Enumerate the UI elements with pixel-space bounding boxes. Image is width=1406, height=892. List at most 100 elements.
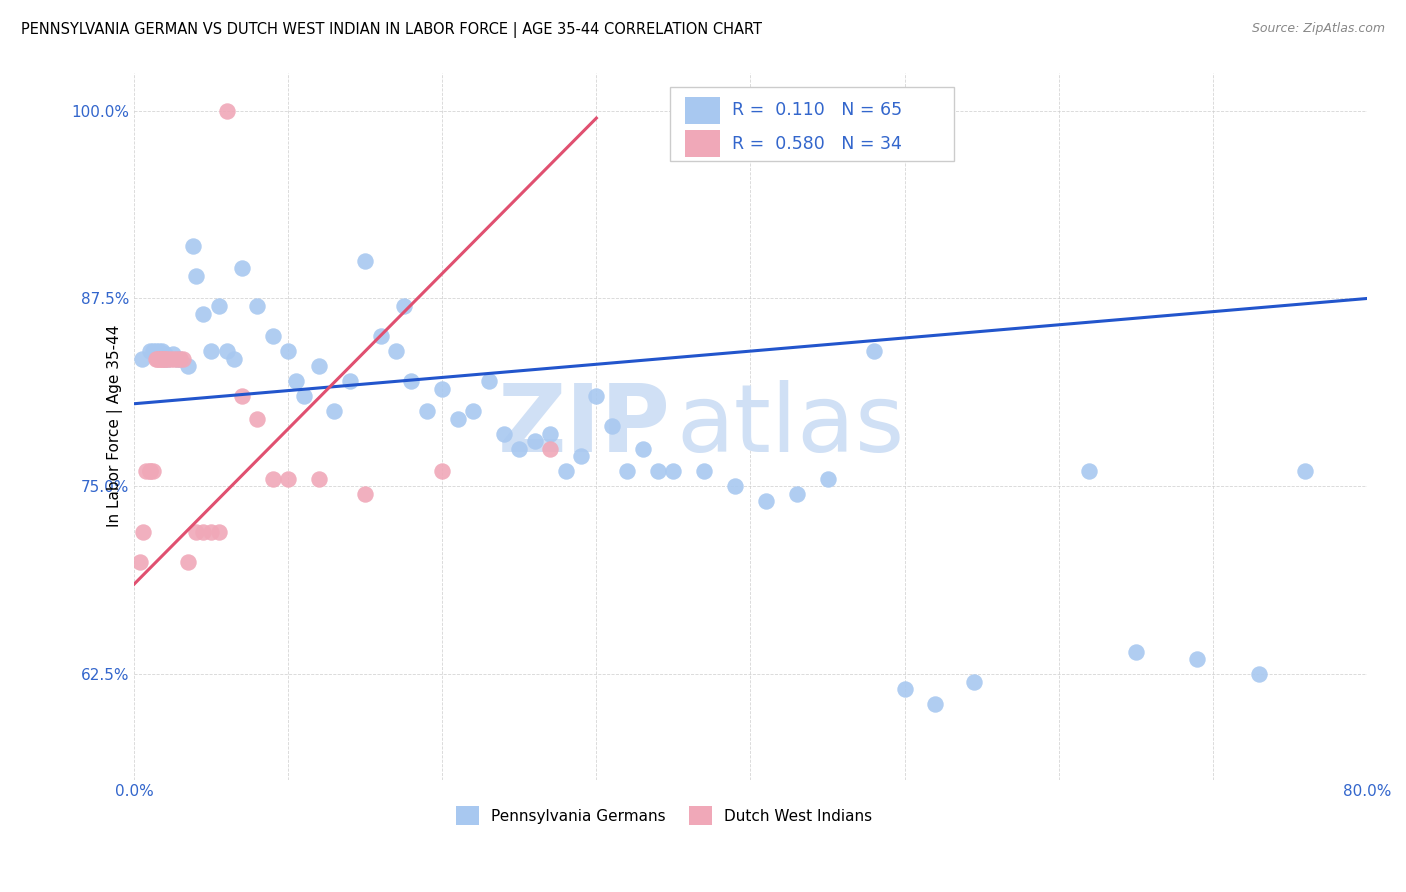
FancyBboxPatch shape	[685, 130, 720, 157]
Point	[156, 351, 179, 366]
Point	[554, 464, 576, 478]
Point	[893, 682, 915, 697]
Point	[277, 344, 299, 359]
Point	[246, 299, 269, 313]
FancyBboxPatch shape	[685, 97, 720, 124]
Point	[693, 464, 716, 478]
Point	[146, 351, 169, 366]
Point	[142, 344, 165, 359]
Point	[193, 306, 215, 320]
Point	[569, 450, 592, 464]
Point	[354, 487, 377, 501]
Point	[177, 555, 200, 569]
Point	[508, 442, 530, 456]
Point	[169, 351, 191, 366]
Legend: Pennsylvania Germans, Dutch West Indians: Pennsylvania Germans, Dutch West Indians	[456, 806, 872, 825]
Y-axis label: In Labor Force | Age 35-44: In Labor Force | Age 35-44	[107, 325, 122, 527]
Point	[924, 698, 946, 712]
Point	[817, 472, 839, 486]
Point	[647, 464, 669, 478]
Point	[1125, 645, 1147, 659]
Point	[153, 347, 176, 361]
Point	[370, 329, 392, 343]
Point	[862, 344, 884, 359]
Point	[215, 103, 238, 118]
Point	[1294, 464, 1316, 478]
Point	[963, 674, 986, 689]
Point	[200, 524, 222, 539]
Point	[150, 351, 173, 366]
Point	[354, 254, 377, 268]
Point	[231, 261, 253, 276]
Point	[492, 426, 515, 441]
Point	[662, 464, 685, 478]
Point	[200, 344, 222, 359]
Point	[538, 426, 561, 441]
Point	[215, 344, 238, 359]
Point	[138, 464, 160, 478]
Point	[149, 351, 172, 366]
Text: R =  0.580   N = 34: R = 0.580 N = 34	[733, 135, 901, 153]
Point	[131, 351, 153, 366]
Point	[308, 359, 330, 373]
Point	[277, 472, 299, 486]
Point	[145, 344, 167, 359]
Point	[184, 524, 207, 539]
Point	[231, 389, 253, 403]
Point	[246, 411, 269, 425]
Point	[193, 524, 215, 539]
Point	[132, 524, 155, 539]
Point	[177, 359, 200, 373]
Point	[162, 347, 184, 361]
Text: Source: ZipAtlas.com: Source: ZipAtlas.com	[1251, 22, 1385, 36]
Point	[284, 374, 307, 388]
Point	[129, 555, 152, 569]
Point	[153, 351, 176, 366]
Point	[292, 389, 315, 403]
Point	[153, 351, 176, 366]
Point	[138, 344, 160, 359]
Point	[184, 268, 207, 283]
Point	[160, 351, 183, 366]
Point	[166, 351, 188, 366]
Point	[585, 389, 607, 403]
Point	[148, 344, 170, 359]
Text: ZIP: ZIP	[498, 380, 671, 472]
Point	[156, 351, 179, 366]
Point	[432, 464, 454, 478]
Point	[339, 374, 361, 388]
Point	[447, 411, 470, 425]
Point	[392, 299, 415, 313]
Point	[135, 464, 157, 478]
Point	[616, 464, 638, 478]
Point	[461, 404, 484, 418]
Point	[224, 351, 246, 366]
Point	[145, 351, 167, 366]
Point	[138, 464, 160, 478]
Point	[262, 472, 284, 486]
Point	[786, 487, 808, 501]
FancyBboxPatch shape	[671, 87, 953, 161]
Point	[477, 374, 499, 388]
Point	[523, 434, 546, 449]
Point	[148, 351, 170, 366]
Point	[401, 374, 423, 388]
Point	[538, 442, 561, 456]
Point	[1187, 652, 1209, 666]
Point	[163, 351, 186, 366]
Point	[150, 344, 173, 359]
Point	[172, 351, 194, 366]
Text: R =  0.110   N = 65: R = 0.110 N = 65	[733, 102, 903, 120]
Point	[142, 464, 165, 478]
Point	[600, 419, 623, 434]
Point	[308, 472, 330, 486]
Point	[181, 239, 204, 253]
Point	[262, 329, 284, 343]
Point	[150, 351, 173, 366]
Point	[208, 299, 231, 313]
Point	[1078, 464, 1101, 478]
Point	[416, 404, 439, 418]
Point	[1247, 667, 1270, 681]
Point	[432, 382, 454, 396]
Point	[169, 351, 191, 366]
